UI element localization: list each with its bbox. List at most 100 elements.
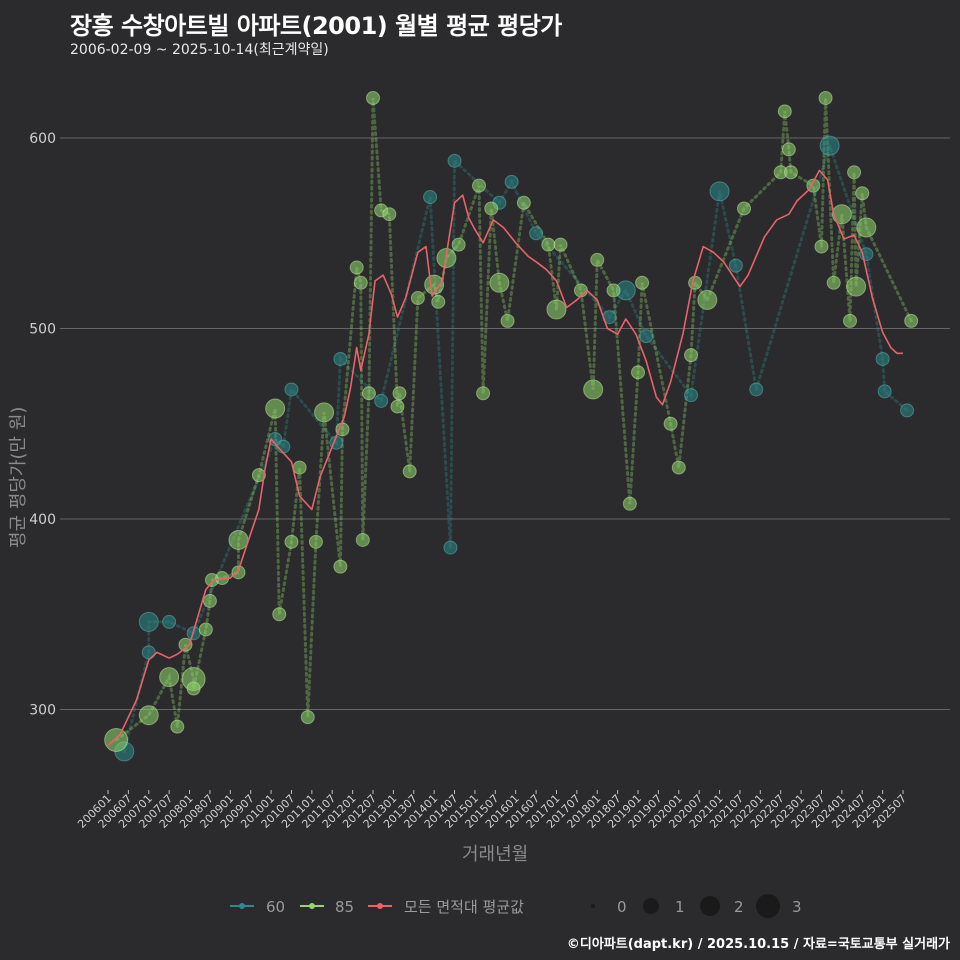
series-60-point — [276, 439, 291, 454]
y-tick-label: 400 — [29, 512, 56, 528]
series-85-point — [231, 565, 246, 580]
series-85-point — [170, 719, 185, 734]
legend-dot-average — [377, 903, 383, 909]
series-85-point — [684, 348, 699, 363]
legend-size-1: 1 — [675, 898, 685, 916]
series-85-point — [697, 289, 718, 310]
series-85-point — [635, 275, 650, 290]
series-85-point — [663, 416, 678, 431]
series-60-point — [141, 645, 156, 660]
series-85-point — [104, 727, 129, 752]
series-85-point — [410, 291, 425, 306]
series-85-point — [333, 559, 348, 574]
series-85-point — [353, 275, 368, 290]
series-85-point — [688, 275, 703, 290]
legend-size-1-dot — [643, 898, 659, 914]
series-85-point — [783, 165, 798, 180]
series-85-point — [826, 275, 841, 290]
series-60-point — [877, 384, 892, 399]
series-85-point — [382, 207, 397, 222]
series-60-point — [374, 393, 389, 408]
series-85-point — [392, 386, 407, 401]
series-85-point — [308, 534, 323, 549]
series-85-point — [855, 186, 870, 201]
series-85-point — [590, 252, 605, 267]
series-60-point — [504, 174, 519, 189]
series-85-point — [228, 529, 249, 550]
series-85-point — [818, 90, 833, 105]
series-85-point — [831, 204, 852, 225]
y-axis-title: 평균 평당가(만 원) — [8, 407, 29, 548]
series-85-point — [431, 294, 446, 309]
series-85-point — [314, 402, 335, 423]
series-85-point — [856, 217, 877, 238]
series-85-point — [781, 142, 796, 157]
series-60-point — [162, 614, 177, 629]
series-85-point — [489, 272, 510, 293]
x-axis-title: 거래년월 — [462, 844, 528, 865]
legend-item-60: 60 — [230, 898, 285, 916]
average-line — [107, 169, 904, 747]
series-85-point — [272, 607, 287, 622]
series-60-point — [423, 190, 438, 205]
series-85-point — [366, 90, 381, 105]
y-tick-label: 600 — [29, 131, 56, 147]
series-85-point — [159, 667, 180, 688]
legend-item-average: 모든 면적대 평균값 — [368, 898, 524, 916]
series-85-point — [583, 379, 604, 400]
series-60-point — [639, 329, 654, 344]
series-85-point — [777, 104, 792, 119]
legend-size-2: 2 — [734, 898, 744, 916]
legend-dot-60 — [239, 903, 245, 909]
series-85-trail — [114, 97, 913, 742]
series-85-point — [606, 283, 621, 298]
series-60-point — [728, 258, 743, 273]
legend-label-60: 60 — [266, 898, 285, 916]
series-85-point — [541, 237, 556, 252]
series-85-point — [251, 468, 266, 483]
series-85-point — [516, 195, 531, 210]
source-caption: ©디아파트(dapt.kr) / 2025.10.15 / 자료=국토교통부 실… — [566, 937, 950, 952]
series-85-point — [300, 710, 315, 725]
series-60-point — [684, 388, 699, 403]
series-85-point — [476, 386, 491, 401]
series-85-point — [265, 398, 286, 419]
series-85-point — [390, 399, 405, 414]
series-85-point — [553, 237, 568, 252]
legend-label-average: 모든 면적대 평균값 — [404, 898, 524, 916]
series-85-point — [573, 283, 588, 298]
series-85-point — [451, 237, 466, 252]
series-60-trail — [122, 140, 909, 753]
legend: 60 85 모든 면적대 평균값 0 1 2 3 — [230, 894, 802, 918]
series-60-point — [443, 540, 458, 555]
series-85-point — [202, 593, 217, 608]
series-85-point — [424, 274, 445, 295]
series-60-point — [333, 351, 348, 366]
legend-size-0: 0 — [617, 898, 627, 916]
series-85-point — [292, 460, 307, 475]
series-60-point — [900, 403, 915, 418]
series-85-point — [361, 386, 376, 401]
legend-size-3-dot — [756, 894, 780, 918]
x-axis-ticks: 2006012006072007012007072008012008072009… — [75, 790, 909, 831]
chart-subtitle: 2006-02-09 ~ 2025-10-14(최근계약일) — [70, 42, 329, 58]
chart-title: 장흥 수창아트빌 아파트(2001) 월별 평균 평당가 — [70, 12, 562, 40]
series-60-point — [447, 153, 462, 168]
series-85-point — [546, 299, 567, 320]
series-85-point — [631, 365, 646, 380]
series-85-point — [622, 496, 637, 511]
series-85-point — [814, 239, 829, 254]
data-marks — [104, 90, 919, 762]
y-tick-label: 300 — [29, 703, 56, 719]
series-85-point — [186, 681, 201, 696]
series-60-point — [875, 351, 890, 366]
series-85-point — [484, 201, 499, 216]
series-85-point — [671, 460, 686, 475]
series-85-point — [284, 534, 299, 549]
y-axis-ticks: 300 400 500 600 — [29, 131, 56, 719]
series-60-point — [819, 135, 840, 156]
y-tick-label: 500 — [29, 322, 56, 338]
legend-size-3: 3 — [792, 898, 802, 916]
series-60-point — [529, 226, 544, 241]
